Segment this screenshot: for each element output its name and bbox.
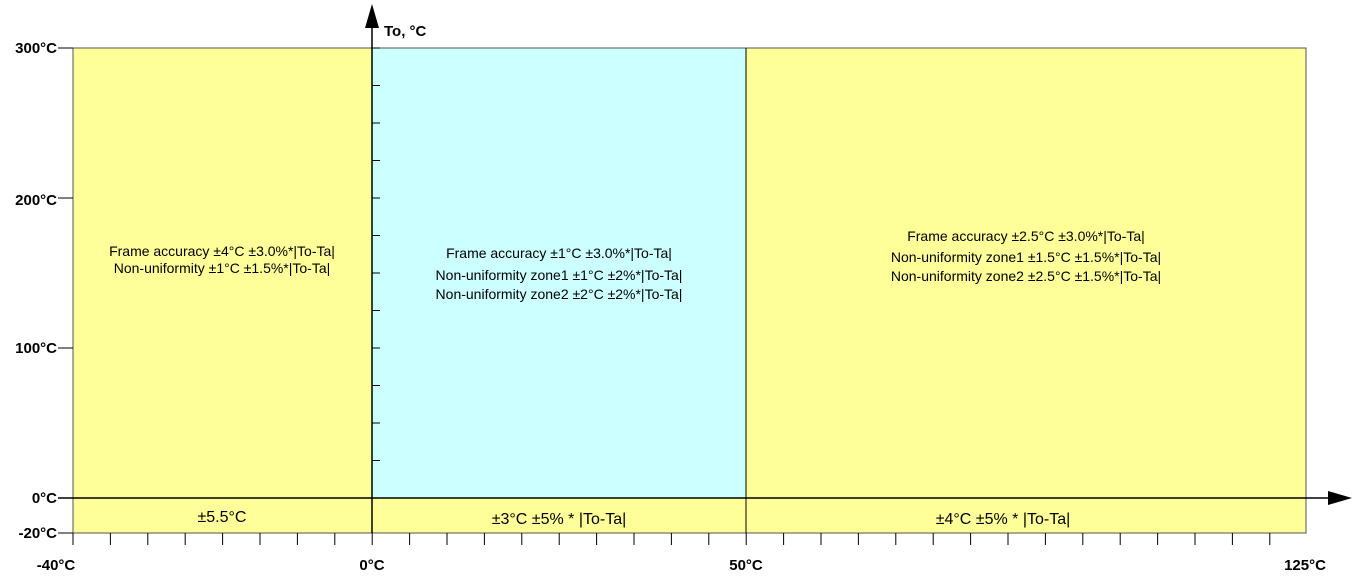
x-tick-label-125: 125°C xyxy=(1284,557,1326,574)
x-tick-label-50: 50°C xyxy=(729,557,763,574)
zone-middle-upper xyxy=(371,47,747,499)
y-tick-label-200: 200°C xyxy=(15,192,57,209)
y-tick-label-300: 300°C xyxy=(15,40,57,57)
middle-zone-line-3: Non-uniformity zone2 ±2°C ±2%*|To-Ta| xyxy=(436,286,683,302)
y-axis-arrow xyxy=(365,4,379,28)
zone-left-lower xyxy=(72,497,373,534)
middle-bottom-accuracy: ±3°C ±5% * |To-Ta| xyxy=(492,511,627,528)
x-axis-arrow xyxy=(1328,491,1352,505)
middle-zone-line-1: Frame accuracy ±1°C ±3.0%*|To-Ta| xyxy=(446,245,672,261)
left-bottom-accuracy: ±5.5°C xyxy=(198,509,247,526)
zone-right-lower xyxy=(745,497,1307,534)
y-axis-title: To, °C xyxy=(384,23,427,40)
y-tick-label-minus20: -20°C xyxy=(18,525,57,542)
right-zone-line-2: Non-uniformity zone1 ±1.5°C ±1.5%*|To-Ta… xyxy=(891,249,1161,265)
x-tick-label-minus40: -40°C xyxy=(37,557,76,574)
middle-zone-line-2: Non-uniformity zone1 ±1°C ±2%*|To-Ta| xyxy=(436,267,683,283)
zone-left-upper xyxy=(72,47,373,499)
left-zone-line-1: Frame accuracy ±4°C ±3.0%*|To-Ta| xyxy=(109,243,335,259)
zone-right-upper xyxy=(745,47,1307,499)
left-zone-line-2: Non-uniformity ±1°C ±1.5%*|To-Ta| xyxy=(114,260,331,276)
right-zone-line-1: Frame accuracy ±2.5°C ±3.0%*|To-Ta| xyxy=(907,228,1145,244)
right-bottom-accuracy: ±4°C ±5% * |To-Ta| xyxy=(936,511,1071,528)
x-axis-minor-ticks xyxy=(72,533,1271,545)
y-tick-label-100: 100°C xyxy=(15,340,57,357)
y-axis-minor-ticks xyxy=(372,47,380,499)
y-tick-label-0: 0°C xyxy=(32,490,57,507)
x-tick-label-0: 0°C xyxy=(359,557,384,574)
right-zone-line-3: Non-uniformity zone2 ±2.5°C ±1.5%*|To-Ta… xyxy=(891,268,1161,284)
